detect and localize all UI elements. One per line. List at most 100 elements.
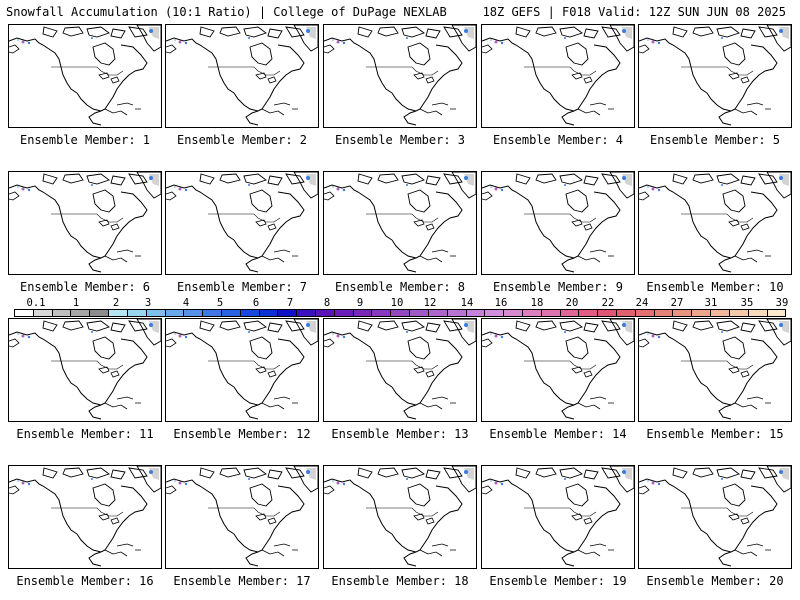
colorbar-swatch [109, 310, 128, 316]
ensemble-member-panel[interactable]: Ensemble Member: 6 [8, 171, 162, 294]
ensemble-member-panel[interactable]: Ensemble Member: 20 [638, 465, 792, 588]
member-label: Ensemble Member: 5 [649, 133, 781, 147]
member-label: Ensemble Member: 19 [489, 574, 627, 588]
snowfall-map[interactable] [165, 318, 319, 422]
member-label: Ensemble Member: 2 [176, 133, 308, 147]
colorbar-swatch [127, 310, 147, 316]
colorbar-swatch [90, 310, 110, 316]
colorbar-tick-label: 6 [252, 297, 260, 309]
colorbar-swatch [334, 310, 354, 316]
member-label: Ensemble Member: 1 [19, 133, 151, 147]
colorbar-tick-label: 16 [494, 297, 508, 309]
snowfall-map[interactable] [8, 171, 162, 275]
member-label: Ensemble Member: 6 [19, 280, 151, 294]
ensemble-member-panel[interactable]: Ensemble Member: 19 [481, 465, 635, 588]
colorbar-swatch [221, 310, 241, 316]
colorbar-swatch [466, 310, 486, 316]
colorbar-swatch [522, 310, 542, 316]
snowfall-map[interactable] [638, 465, 792, 569]
colorbar-tick-label: 7 [286, 297, 294, 309]
snowfall-map[interactable] [8, 318, 162, 422]
colorbar-tick-label: 14 [460, 297, 474, 309]
colorbar-swatch [579, 310, 599, 316]
colorbar-swatch [692, 310, 712, 316]
colorbar-swatch [428, 310, 448, 316]
member-label: Ensemble Member: 12 [173, 427, 311, 441]
snowfall-map[interactable] [481, 24, 635, 128]
colorbar-tick-label: 2 [112, 297, 120, 309]
ensemble-member-panel[interactable]: Ensemble Member: 2 [165, 24, 319, 147]
colorbar-swatch [767, 310, 786, 316]
ensemble-member-panel[interactable]: Ensemble Member: 12 [165, 318, 319, 441]
snowfall-map[interactable] [481, 318, 635, 422]
colorbar-tick-label: 3 [144, 297, 152, 309]
colorbar-swatch [447, 310, 467, 316]
snowfall-map[interactable] [638, 318, 792, 422]
colorbar-swatch [240, 310, 260, 316]
colorbar-swatch [297, 310, 316, 316]
member-label: Ensemble Member: 4 [492, 133, 624, 147]
snowfall-map[interactable] [323, 318, 477, 422]
snowfall-map[interactable] [8, 24, 162, 128]
snowfall-map[interactable] [165, 24, 319, 128]
ensemble-member-panel[interactable]: Ensemble Member: 8 [323, 171, 477, 294]
ensemble-member-panel[interactable]: Ensemble Member: 16 [8, 465, 162, 588]
member-label: Ensemble Member: 18 [331, 574, 469, 588]
colorbar-tick-label: 22 [601, 297, 615, 309]
ensemble-member-panel[interactable]: Ensemble Member: 13 [323, 318, 477, 441]
ensemble-member-panel[interactable]: Ensemble Member: 10 [638, 171, 792, 294]
member-label: Ensemble Member: 3 [334, 133, 466, 147]
snowfall-map[interactable] [323, 465, 477, 569]
colorbar-tick-label: 24 [635, 297, 649, 309]
colorbar-swatch [353, 310, 373, 316]
member-label: Ensemble Member: 13 [331, 427, 469, 441]
member-label: Ensemble Member: 15 [646, 427, 784, 441]
colorbar-swatch [184, 310, 204, 316]
colorbar-tick-label: 4 [182, 297, 190, 309]
snowfall-map[interactable] [481, 171, 635, 275]
colorbar-swatch [259, 310, 279, 316]
colorbar-tick-label: 12 [423, 297, 437, 309]
ensemble-member-panel[interactable]: Ensemble Member: 4 [481, 24, 635, 147]
colorbar-swatch [748, 310, 768, 316]
ensemble-member-panel[interactable]: Ensemble Member: 1 [8, 24, 162, 147]
colorbar-tick-label: 9 [356, 297, 364, 309]
ensemble-member-panel[interactable]: Ensemble Member: 14 [481, 318, 635, 441]
ensemble-member-panel[interactable]: Ensemble Member: 7 [165, 171, 319, 294]
colorbar-swatch [617, 310, 636, 316]
ensemble-member-panel[interactable]: Ensemble Member: 11 [8, 318, 162, 441]
member-label: Ensemble Member: 11 [16, 427, 154, 441]
colorbar-swatch [203, 310, 222, 316]
colorbar-swatch [33, 310, 53, 316]
colorbar-labels: 0.1 1 2 3 4 5 6 7 8 9 10 12 14 16 18 20 22 24 27 31 35 39 [14, 297, 789, 309]
ensemble-member-panel[interactable]: Ensemble Member: 18 [323, 465, 477, 588]
colorbar-swatch [52, 310, 72, 316]
colorbar-swatch [71, 310, 91, 316]
colorbar-swatch [485, 310, 505, 316]
snowfall-map[interactable] [323, 171, 477, 275]
colorbar-tick-label: 1 [72, 297, 80, 309]
snowfall-map[interactable] [638, 24, 792, 128]
ensemble-member-panel[interactable]: Ensemble Member: 5 [638, 24, 792, 147]
valid-time-label: 18Z GEFS | F018 Valid: 12Z SUN JUN 08 20… [482, 5, 786, 19]
colorbar-swatch [15, 310, 34, 316]
member-label: Ensemble Member: 7 [176, 280, 308, 294]
member-label: Ensemble Member: 8 [334, 280, 466, 294]
colorbar-swatch [541, 310, 561, 316]
snowfall-map[interactable] [8, 465, 162, 569]
snowfall-map[interactable] [165, 465, 319, 569]
member-label: Ensemble Member: 9 [492, 280, 624, 294]
colorbar-tick-label: 39 [775, 297, 789, 309]
colorbar-swatch [410, 310, 429, 316]
ensemble-member-panel[interactable]: Ensemble Member: 9 [481, 171, 635, 294]
snowfall-map[interactable] [481, 465, 635, 569]
colorbar-tick-label: 18 [530, 297, 544, 309]
ensemble-member-panel[interactable]: Ensemble Member: 17 [165, 465, 319, 588]
snowfall-map[interactable] [638, 171, 792, 275]
ensemble-member-panel[interactable]: Ensemble Member: 3 [323, 24, 477, 147]
colorbar-swatch [372, 310, 392, 316]
ensemble-member-panel[interactable]: Ensemble Member: 15 [638, 318, 792, 441]
snowfall-map[interactable] [323, 24, 477, 128]
colorbar-swatch [146, 310, 166, 316]
snowfall-map[interactable] [165, 171, 319, 275]
